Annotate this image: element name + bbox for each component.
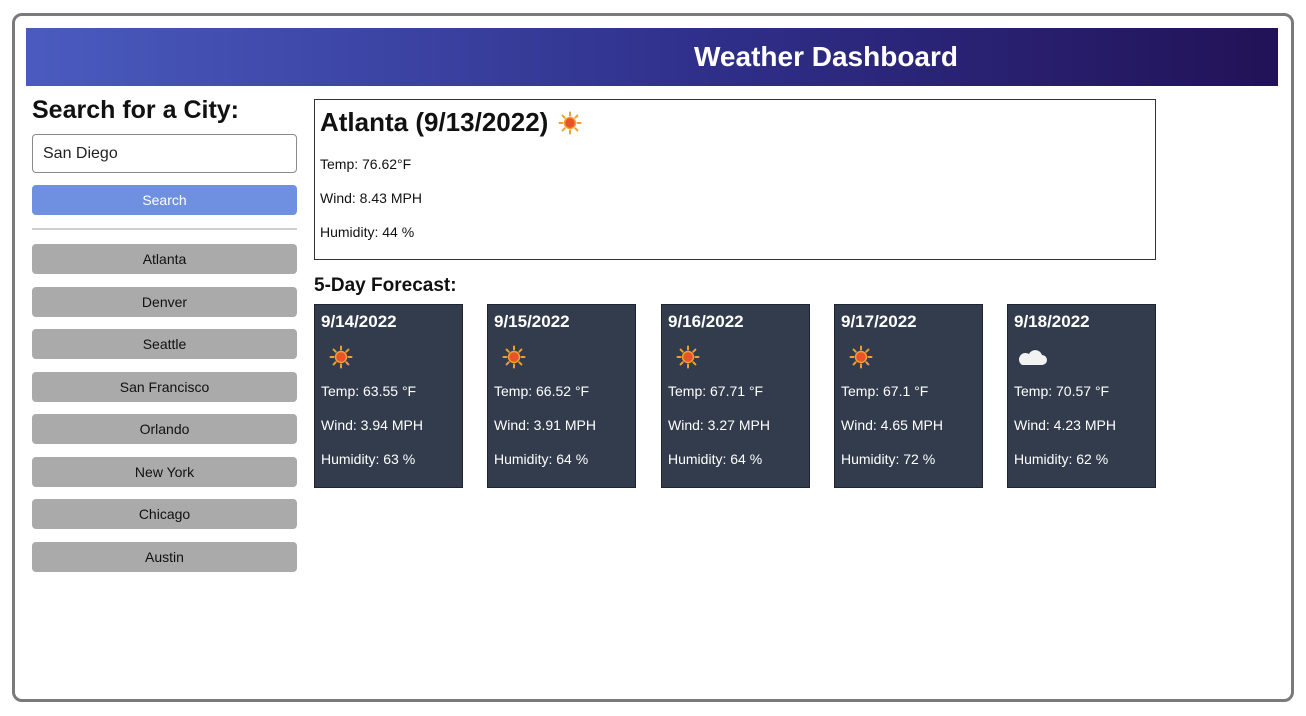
forecast-date: 9/15/2022	[494, 312, 570, 331]
forecast-date: 9/16/2022	[668, 312, 744, 331]
sun-icon	[676, 345, 700, 369]
forecast-temp: Temp: 67.1 °F	[841, 383, 929, 399]
sun-icon	[329, 345, 353, 369]
sun-icon	[502, 345, 526, 369]
forecast-card: 9/16/2022 Temp: 67.71 °F Wind: 3.27 MPH …	[661, 304, 810, 488]
forecast-wind: Wind: 3.91 MPH	[494, 417, 596, 433]
sun-icon	[849, 345, 873, 369]
forecast-wind: Wind: 4.65 MPH	[841, 417, 943, 433]
current-city-date: Atlanta (9/13/2022)	[320, 107, 549, 137]
forecast-temp: Temp: 63.55 °F	[321, 383, 417, 399]
forecast-card: 9/15/2022 Temp: 66.52 °F Wind: 3.91 MPH …	[487, 304, 636, 488]
forecast-date: 9/14/2022	[321, 312, 397, 331]
search-history-list: Atlanta Denver Seattle San Francisco Orl…	[32, 244, 297, 572]
forecast-card: 9/17/2022 Temp: 67.1 °F Wind: 4.65 MPH H…	[834, 304, 983, 488]
app-header: Weather Dashboard	[26, 28, 1278, 86]
cloud-moon-icon	[1018, 349, 1047, 365]
current-humidity: Humidity: 44 %	[320, 224, 415, 240]
forecast-humidity: Humidity: 63 %	[321, 451, 416, 467]
search-heading: Search for a City:	[32, 96, 240, 124]
history-city-button[interactable]: New York	[32, 456, 297, 487]
forecast-card: 9/14/2022 Temp: 63.55 °F Wind: 3.94 MPH …	[314, 304, 463, 488]
forecast-temp: Temp: 66.52 °F	[494, 383, 590, 399]
forecast-humidity: Humidity: 62 %	[1014, 451, 1109, 467]
current-weather-header: Atlanta (9/13/2022)	[320, 107, 1150, 138]
forecast-temp: Temp: 70.57 °F	[1014, 383, 1110, 399]
forecast-humidity: Humidity: 72 %	[841, 451, 936, 467]
history-city-button[interactable]: Austin	[32, 541, 297, 572]
forecast-wind: Wind: 3.94 MPH	[321, 417, 423, 433]
search-button[interactable]: Search	[32, 185, 297, 215]
search-sidebar: Search for a City: Search Atlanta Denver…	[32, 96, 297, 584]
history-city-button[interactable]: Orlando	[32, 414, 297, 444]
forecast-humidity: Humidity: 64 %	[494, 451, 589, 467]
forecast-card: 9/18/2022 Temp: 70.57 °F Wind: 4.23 MPH …	[1007, 304, 1156, 488]
forecast-humidity: Humidity: 64 %	[668, 451, 763, 467]
sun-icon	[558, 111, 582, 134]
history-city-button[interactable]: Atlanta	[32, 244, 297, 274]
history-city-button[interactable]: San Francisco	[32, 371, 297, 402]
forecast-wind: Wind: 3.27 MPH	[668, 417, 770, 433]
city-search-input[interactable]	[32, 134, 297, 173]
forecast-temp: Temp: 67.71 °F	[668, 383, 764, 399]
current-wind: Wind: 8.43 MPH	[320, 190, 422, 206]
history-city-button[interactable]: Chicago	[32, 499, 297, 529]
history-city-button[interactable]: Seattle	[32, 329, 297, 359]
forecast-date: 9/18/2022	[1014, 312, 1090, 331]
current-weather-panel: Atlanta (9/13/2022) Temp: 76.62°F Wind: …	[314, 99, 1156, 260]
history-city-button[interactable]: Denver	[32, 286, 297, 317]
current-temp: Temp: 76.62°F	[320, 156, 412, 172]
app-title: Weather Dashboard	[694, 41, 958, 72]
forecast-date: 9/17/2022	[841, 312, 917, 331]
sidebar-divider	[32, 228, 297, 230]
forecast-heading: 5-Day Forecast:	[314, 275, 457, 296]
forecast-wind: Wind: 4.23 MPH	[1014, 417, 1116, 433]
